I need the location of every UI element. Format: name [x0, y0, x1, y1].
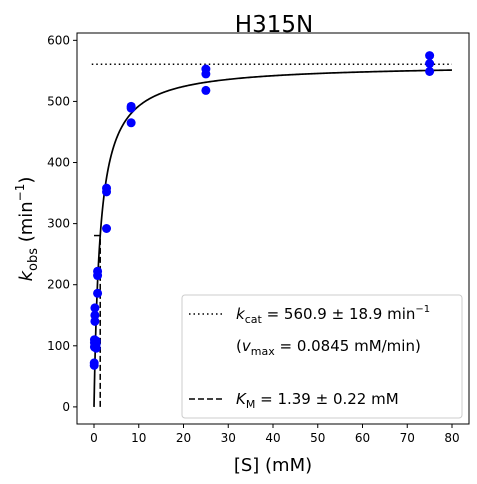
y-label-symbol: k [16, 269, 37, 281]
x-axis-label: [S] (mM) [234, 455, 312, 476]
x-tick-label: 20 [176, 431, 191, 445]
data-point [91, 336, 101, 346]
x-tick-label: 40 [265, 431, 280, 445]
data-point [102, 183, 112, 193]
legend-km-label: KM = 1.39 ± 0.22 mM [236, 390, 399, 411]
x-tick-label: 80 [444, 431, 459, 445]
data-point [93, 266, 103, 276]
data-point [93, 288, 103, 298]
y-tick-label: 400 [47, 156, 70, 170]
plot-area [89, 51, 453, 408]
data-point [425, 59, 435, 69]
chart-title: H315N [235, 12, 313, 38]
data-point [126, 118, 136, 128]
data-point [102, 224, 112, 233]
x-tick-label: 0 [90, 431, 98, 445]
x-tick-label: 30 [221, 431, 236, 445]
data-point [90, 310, 100, 320]
y-tick-label: 0 [62, 400, 70, 414]
y-label-subscript: obs [26, 248, 41, 271]
y-axis-label: kobs (min−1) [13, 177, 41, 282]
legend-box [181, 294, 463, 419]
legend: kcat = 560.9 ± 18.9 min−1 (vmax = 0.0845… [181, 294, 463, 419]
data-point [89, 358, 99, 368]
y-tick-label: 200 [47, 278, 70, 292]
y-label-close: ) [16, 177, 37, 184]
y-label-unit: (min [16, 201, 37, 248]
data-point [126, 101, 136, 111]
data-point [201, 85, 211, 95]
x-tick-label: 10 [131, 431, 146, 445]
data-point [201, 64, 211, 74]
y-tick-label: 600 [47, 33, 70, 47]
y-tick-label: 500 [47, 94, 70, 108]
y-label-superscript: −1 [13, 184, 27, 202]
axis-ticks: 0 10 20 30 40 50 60 70 80 0 100 200 300 400 500 600 [47, 33, 460, 445]
data-point [425, 66, 435, 76]
legend-kcat-label: kcat = 560.9 ± 18.9 min−1 [236, 304, 430, 326]
fit-curve [93, 69, 453, 408]
x-tick-label: 50 [310, 431, 325, 445]
x-tick-label: 60 [355, 431, 370, 445]
x-tick-label: 70 [400, 431, 415, 445]
data-point [90, 303, 100, 313]
data-point [425, 51, 435, 61]
y-tick-label: 300 [47, 217, 70, 231]
y-tick-label: 100 [47, 339, 70, 353]
legend-vmax-label: (vmax = 0.0845 mM/min) [236, 337, 421, 358]
